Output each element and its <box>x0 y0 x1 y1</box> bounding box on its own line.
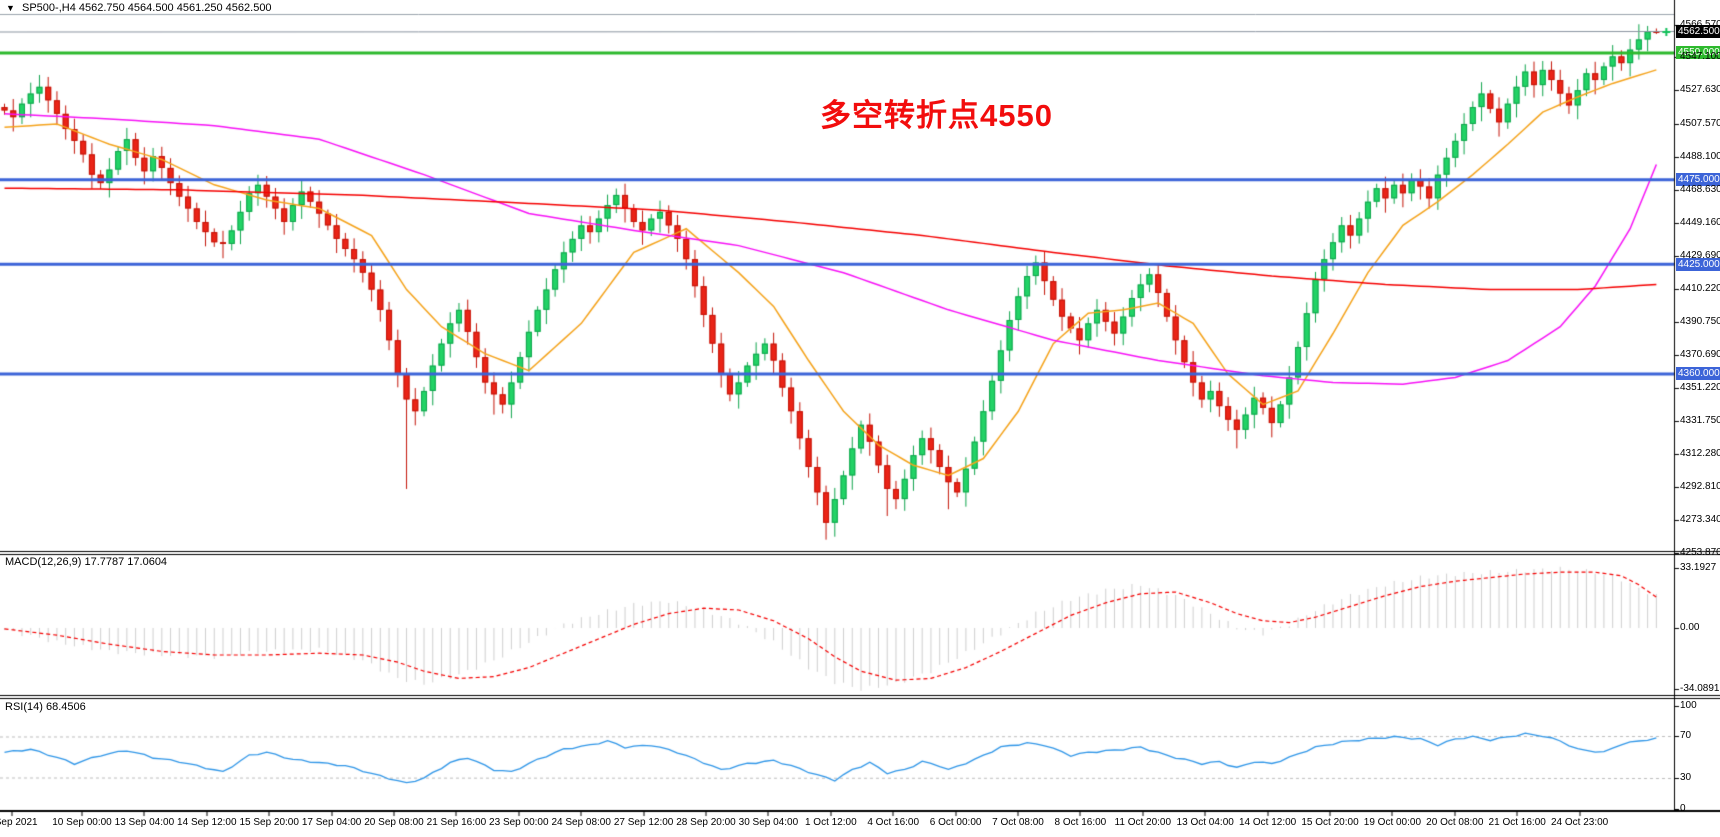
time-tick: 10 Sep 00:00 <box>52 817 112 828</box>
time-tick: 1 Oct 12:00 <box>804 817 857 828</box>
time-tick: 21 Oct 16:00 <box>1488 817 1546 828</box>
rsi-axis-tick: 100 <box>1680 700 1697 711</box>
price-tick: 4547.100 <box>1680 51 1720 62</box>
macd-axis-tick: 0.00 <box>1680 622 1700 633</box>
macd-axis-tick: 33.1927 <box>1680 562 1717 573</box>
time-tick: 23 Sep 00:00 <box>489 817 549 828</box>
level-tag-4360: 4360.000 <box>1676 367 1720 380</box>
price-tick: 4331.750 <box>1680 415 1720 426</box>
time-tick: 15 Oct 20:00 <box>1301 817 1359 828</box>
price-tick: 4410.220 <box>1680 283 1720 294</box>
time-tick: 14 Sep 12:00 <box>177 817 237 828</box>
time-tick: 13 Sep 04:00 <box>114 817 175 828</box>
rsi-axis-tick: 0 <box>1680 803 1686 814</box>
price-tick: 4507.570 <box>1680 118 1720 129</box>
time-tick: 4 Oct 16:00 <box>867 817 920 828</box>
level-tag-4550: 4550.000 <box>1676 46 1720 59</box>
time-tick: 21 Sep 16:00 <box>426 817 487 828</box>
time-tick: 20 Oct 08:00 <box>1426 817 1484 828</box>
annotation-text[interactable]: 多空转折点4550 <box>820 98 1053 133</box>
time-tick: 27 Sep 12:00 <box>613 817 674 828</box>
time-tick: 28 Sep 20:00 <box>676 817 736 828</box>
time-tick: 13 Oct 04:00 <box>1176 817 1234 828</box>
level-tag-4425: 4425.000 <box>1676 258 1720 271</box>
rsi-indicator-label: RSI(14) 68.4506 <box>5 701 86 713</box>
time-tick: 11 Oct 20:00 <box>1114 817 1172 828</box>
time-tick: 30 Sep 04:00 <box>738 817 799 828</box>
time-tick: 7 Oct 08:00 <box>992 817 1044 828</box>
time-tick: 24 Sep 08:00 <box>551 817 611 828</box>
price-tick: 4312.280 <box>1680 448 1720 459</box>
price-tick: 4390.750 <box>1680 316 1720 327</box>
rsi-axis-tick: 70 <box>1680 730 1692 741</box>
time-tick: 17 Sep 04:00 <box>301 817 362 828</box>
chart-title: SP500-,H4 4562.750 4564.500 4561.250 456… <box>22 2 272 14</box>
price-tick: 4449.160 <box>1680 217 1720 228</box>
time-tick: 6 Oct 00:00 <box>929 817 982 828</box>
time-tick: 15 Sep 20:00 <box>239 817 299 828</box>
macd-axis-tick: -34.0891 <box>1680 683 1720 694</box>
time-tick: 20 Sep 08:00 <box>364 817 424 828</box>
time-tick: 19 Oct 00:00 <box>1363 817 1422 828</box>
level-tag-4475: 4475.000 <box>1676 173 1720 186</box>
time-tick: 24 Oct 23:00 <box>1550 817 1609 828</box>
price-tick: 4370.690 <box>1680 349 1720 360</box>
price-tick: 4292.810 <box>1680 481 1720 492</box>
price-tick: 4253.870 <box>1680 547 1720 558</box>
time-tick: 14 Oct 12:00 <box>1238 817 1297 828</box>
price-tick: 4566.570 <box>1680 19 1720 30</box>
rsi-axis-tick: 30 <box>1680 772 1692 783</box>
price-tick: 4351.220 <box>1680 382 1720 393</box>
price-tick: 4429.690 <box>1680 250 1720 261</box>
time-tick: 8 Sep 2021 <box>0 817 38 828</box>
price-tick: 4527.630 <box>1680 84 1720 95</box>
price-tick: 4468.630 <box>1680 184 1720 195</box>
macd-indicator-label: MACD(12,26,9) 17.7787 17.0604 <box>5 556 168 568</box>
symbol-dropdown-icon[interactable]: ▼ <box>6 3 15 13</box>
price-tick: 4488.100 <box>1680 151 1720 162</box>
time-tick: 8 Oct 16:00 <box>1054 817 1107 828</box>
price-tick: 4273.340 <box>1680 514 1720 525</box>
current-price-tag: 4562.500 <box>1676 25 1720 38</box>
